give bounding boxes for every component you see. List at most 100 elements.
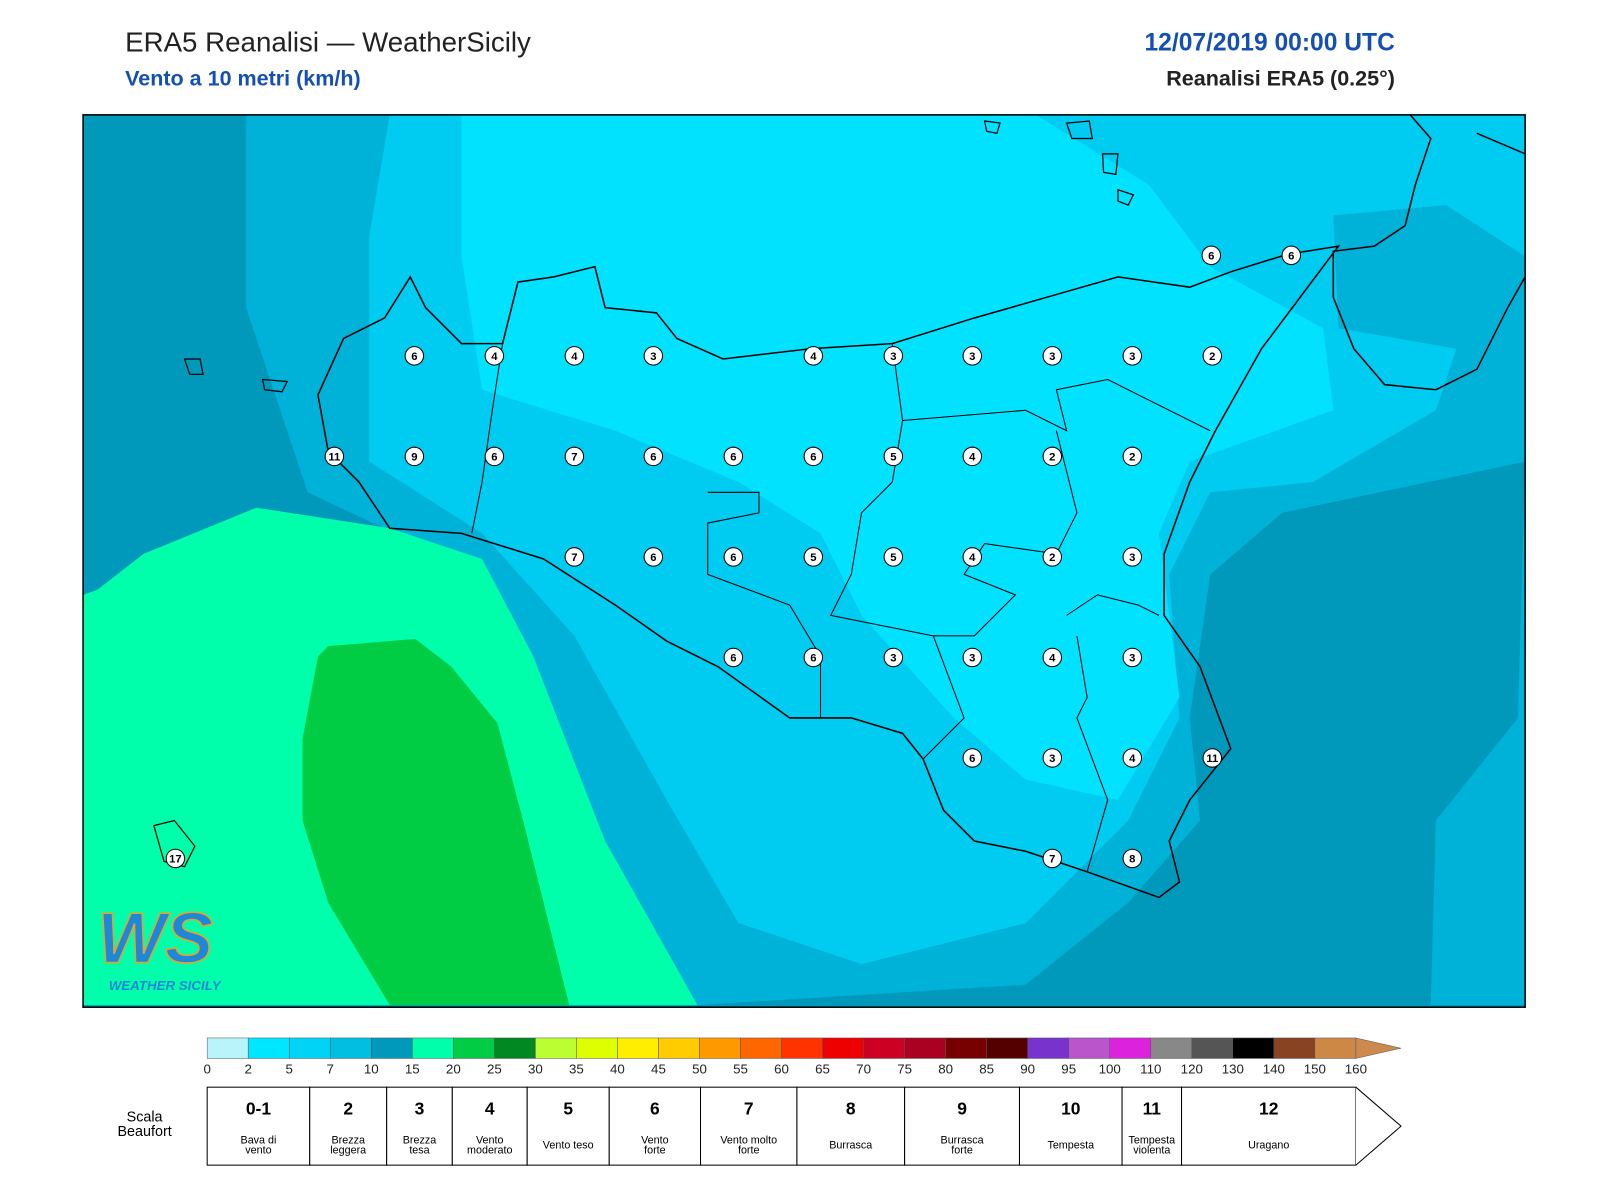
colorbar-segment xyxy=(494,1037,536,1059)
beaufort-desc: vento xyxy=(245,1145,271,1157)
subtitle: Vento a 10 metri (km/h) xyxy=(125,67,361,91)
colorbar-segment xyxy=(781,1037,823,1059)
date: 12/07/2019 00:00 UTC xyxy=(1144,30,1395,57)
beaufort-desc: tesa xyxy=(409,1145,429,1157)
colorbar-segment xyxy=(1191,1037,1234,1059)
beaufort-desc: Bava di xyxy=(241,1134,277,1146)
station-value: 8 xyxy=(1129,853,1135,865)
beaufort-force: 4 xyxy=(485,1098,495,1118)
colorbar-tick-label: 0 xyxy=(203,1061,210,1076)
colorbar-tick-label: 15 xyxy=(405,1061,420,1076)
station-value: 6 xyxy=(810,652,816,664)
colorbar-segment xyxy=(329,1037,372,1059)
station-value: 2 xyxy=(1209,351,1215,363)
beaufort-force: 5 xyxy=(563,1098,573,1118)
colorbar-segment xyxy=(535,1037,577,1059)
colorbar-tick-label: 35 xyxy=(569,1061,584,1076)
beaufort-cell xyxy=(386,1086,453,1166)
station-value: 4 xyxy=(571,351,578,363)
beaufort-desc: Brezza xyxy=(403,1134,436,1146)
islands xyxy=(153,120,1135,868)
beaufort-force: 3 xyxy=(415,1098,425,1118)
beaufort-force: 11 xyxy=(1143,1098,1162,1118)
station-marker xyxy=(962,346,983,366)
beaufort-cell xyxy=(904,1086,1020,1166)
station-marker xyxy=(404,446,425,467)
beaufort-cell xyxy=(206,1086,311,1166)
station-value: 11 xyxy=(328,451,340,463)
colorbar-segment xyxy=(453,1037,495,1059)
station-marker xyxy=(643,547,664,567)
station-value: 3 xyxy=(1129,652,1135,664)
station-value: 5 xyxy=(890,552,896,564)
station-value: 4 xyxy=(969,451,976,463)
colorbar-tick-label: 25 xyxy=(487,1061,502,1076)
beaufort-cell xyxy=(608,1086,702,1166)
beaufort-desc: Tempesta xyxy=(1128,1134,1175,1146)
station-value: 6 xyxy=(730,552,736,564)
beaufort-cell xyxy=(526,1086,610,1166)
colorbar-segment xyxy=(576,1037,618,1059)
station-marker xyxy=(883,446,904,467)
beaufort-title: Scala xyxy=(127,1110,163,1126)
station-value: 6 xyxy=(1288,250,1294,262)
colorbar-tick-label: 70 xyxy=(856,1061,871,1076)
station-marker xyxy=(1122,848,1143,869)
station-marker xyxy=(883,346,904,366)
station-marker xyxy=(803,547,824,567)
station-marker xyxy=(1042,346,1063,366)
colorbar-tick-label: 95 xyxy=(1061,1061,1076,1076)
station-marker xyxy=(1202,346,1223,366)
beaufort-cell xyxy=(1018,1086,1123,1166)
beaufort-force: 7 xyxy=(744,1098,754,1118)
calabria-coast xyxy=(1332,114,1526,391)
colorbar-tick-label: 130 xyxy=(1222,1061,1244,1076)
station-marker xyxy=(803,647,824,668)
colorbar-tick-label: 65 xyxy=(815,1061,830,1076)
colorbar-segment xyxy=(288,1037,331,1059)
logo-mark: WS xyxy=(97,899,213,979)
colorbar-extend xyxy=(1355,1037,1402,1059)
station-marker xyxy=(1122,346,1143,366)
colorbar-tick-label: 110 xyxy=(1140,1061,1161,1076)
station-value: 6 xyxy=(491,451,497,463)
colorbar-segment xyxy=(617,1037,659,1059)
colorbar-segment xyxy=(945,1037,987,1059)
beaufort-desc: Vento xyxy=(476,1134,504,1146)
station-value: 3 xyxy=(1129,351,1135,363)
beaufort-desc: forte xyxy=(644,1145,666,1157)
station-marker xyxy=(1122,446,1143,467)
colorbar-tick-label: 55 xyxy=(733,1061,748,1076)
station-marker xyxy=(883,547,904,567)
beaufort-desc: leggera xyxy=(330,1145,366,1157)
beaufort-cell xyxy=(451,1086,528,1166)
beaufort-force: 6 xyxy=(650,1098,660,1118)
beaufort-desc: forte xyxy=(738,1145,760,1157)
beaufort-force: 12 xyxy=(1259,1098,1278,1118)
logo-text: WEATHER SICILY xyxy=(109,978,222,993)
colorbar-tick-label: 40 xyxy=(610,1061,625,1076)
station-value: 4 xyxy=(1049,652,1056,664)
colorbar-segment xyxy=(740,1037,782,1059)
beaufort-cell xyxy=(796,1086,906,1166)
station-value: 3 xyxy=(1049,351,1055,363)
station-value: 4 xyxy=(969,552,976,564)
source: Reanalisi ERA5 (0.25°) xyxy=(1166,67,1395,91)
colorbar-segment xyxy=(247,1037,290,1059)
colorbar-tick-label: 80 xyxy=(938,1061,953,1076)
colorbar-segment xyxy=(1109,1037,1152,1059)
station-marker xyxy=(643,446,664,467)
colorbar-segment xyxy=(1068,1037,1110,1059)
station-value: 4 xyxy=(810,351,817,363)
station-value: 2 xyxy=(1049,552,1055,564)
beaufort-desc: Vento teso xyxy=(543,1139,594,1151)
beaufort-desc: forte xyxy=(951,1145,973,1157)
station-value: 5 xyxy=(810,552,816,564)
colorbar-tick-label: 140 xyxy=(1263,1061,1285,1076)
beaufort-cell xyxy=(1181,1086,1357,1166)
colorbar-tick-label: 60 xyxy=(774,1061,789,1076)
station-value: 3 xyxy=(1129,552,1135,564)
colorbar-tick-label: 100 xyxy=(1099,1061,1121,1076)
colorbar-segment xyxy=(658,1037,700,1059)
station-value: 3 xyxy=(969,351,975,363)
